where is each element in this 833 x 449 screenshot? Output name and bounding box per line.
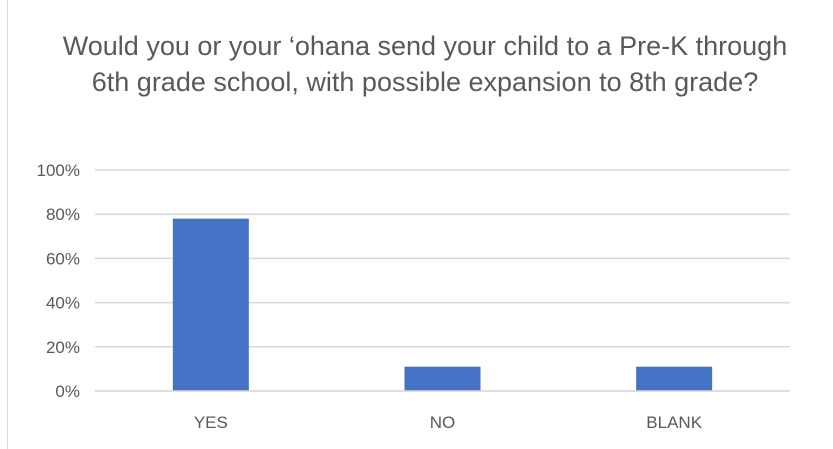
y-tick-label: 60% xyxy=(46,249,80,268)
chart-title: Would you or your ‘ohana send your child… xyxy=(62,31,788,97)
y-tick-label: 0% xyxy=(55,382,80,401)
x-tick-label-yes: YES xyxy=(194,413,228,432)
y-tick-label: 20% xyxy=(46,338,80,357)
y-tick-label: 80% xyxy=(46,205,80,224)
y-tick-label: 40% xyxy=(46,294,80,313)
bar-no xyxy=(404,366,481,391)
chart-frame-border xyxy=(7,0,8,449)
y-tick-label: 100% xyxy=(37,161,80,180)
x-tick-label-no: NO xyxy=(430,413,456,432)
x-tick-label-blank: BLANK xyxy=(646,413,702,432)
bar-yes xyxy=(172,218,249,391)
bar-blank xyxy=(636,366,713,391)
